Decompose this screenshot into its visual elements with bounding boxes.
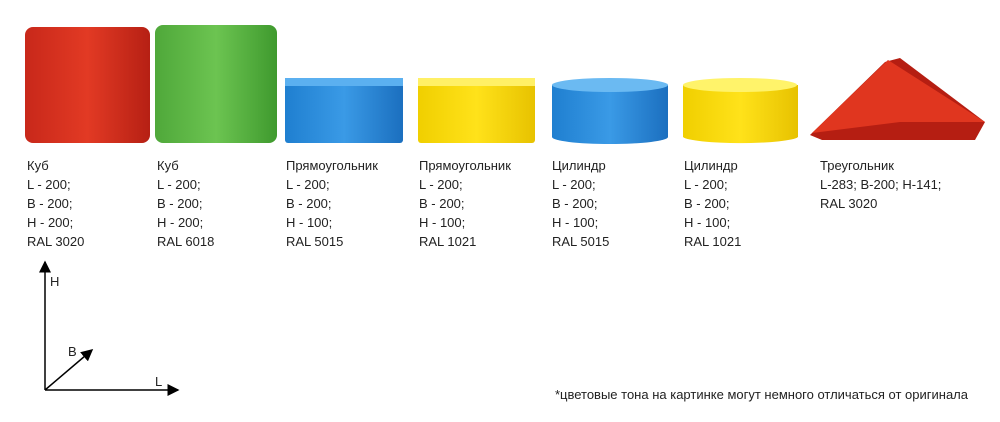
blue-cylinder bbox=[552, 85, 668, 144]
axis-b bbox=[44, 349, 94, 391]
item-spec: B - 200; bbox=[286, 196, 332, 211]
item-name: Куб bbox=[157, 158, 179, 173]
item-spec: RAL 6018 bbox=[157, 234, 214, 249]
item-spec: H - 100; bbox=[419, 215, 465, 230]
item-spec: H - 200; bbox=[27, 215, 73, 230]
triangle-face bbox=[812, 60, 985, 133]
item-spec: B - 200; bbox=[552, 196, 598, 211]
item-name: Треугольник bbox=[820, 158, 894, 173]
green-cube bbox=[155, 25, 277, 143]
item-spec: H - 100; bbox=[552, 215, 598, 230]
item-spec: B - 200; bbox=[27, 196, 73, 211]
item-name: Прямоугольник bbox=[419, 158, 511, 173]
axis-label: B bbox=[68, 344, 77, 359]
item-spec: RAL 3020 bbox=[820, 196, 877, 211]
item-name: Цилиндр bbox=[684, 158, 738, 173]
blue-cylinder-top bbox=[552, 78, 668, 92]
item-spec: L - 200; bbox=[286, 177, 330, 192]
item-spec: RAL 1021 bbox=[419, 234, 476, 249]
item-name: Цилиндр bbox=[552, 158, 606, 173]
item-spec: RAL 5015 bbox=[552, 234, 609, 249]
blue-block-top bbox=[285, 78, 403, 86]
item-spec: B - 200; bbox=[419, 196, 465, 211]
axis-label: H bbox=[50, 274, 59, 289]
item-spec: B - 200; bbox=[684, 196, 730, 211]
item-spec: RAL 3020 bbox=[27, 234, 84, 249]
item-spec: RAL 5015 bbox=[286, 234, 343, 249]
item-spec: RAL 1021 bbox=[684, 234, 741, 249]
yellow-block-top bbox=[418, 78, 535, 86]
blue-block bbox=[285, 78, 403, 143]
item-name: Прямоугольник bbox=[286, 158, 378, 173]
footnote: *цветовые тона на картинке могут немного… bbox=[555, 387, 969, 402]
item-spec: L - 200; bbox=[157, 177, 201, 192]
item-spec: L - 200; bbox=[419, 177, 463, 192]
axis-label: L bbox=[155, 374, 162, 389]
yellow-block bbox=[418, 78, 535, 143]
item-spec: L - 200; bbox=[27, 177, 71, 192]
item-name: Куб bbox=[27, 158, 49, 173]
item-spec: B - 200; bbox=[157, 196, 203, 211]
yellow-cylinder-top bbox=[683, 78, 797, 92]
yellow-cylinder bbox=[683, 85, 798, 144]
red-cube bbox=[25, 27, 150, 143]
item-spec: L-283; B-200; H-141; bbox=[820, 177, 941, 192]
item-spec: H - 100; bbox=[286, 215, 332, 230]
item-spec: L - 200; bbox=[684, 177, 728, 192]
item-spec: L - 200; bbox=[552, 177, 596, 192]
item-spec: H - 100; bbox=[684, 215, 730, 230]
item-spec: H - 200; bbox=[157, 215, 203, 230]
